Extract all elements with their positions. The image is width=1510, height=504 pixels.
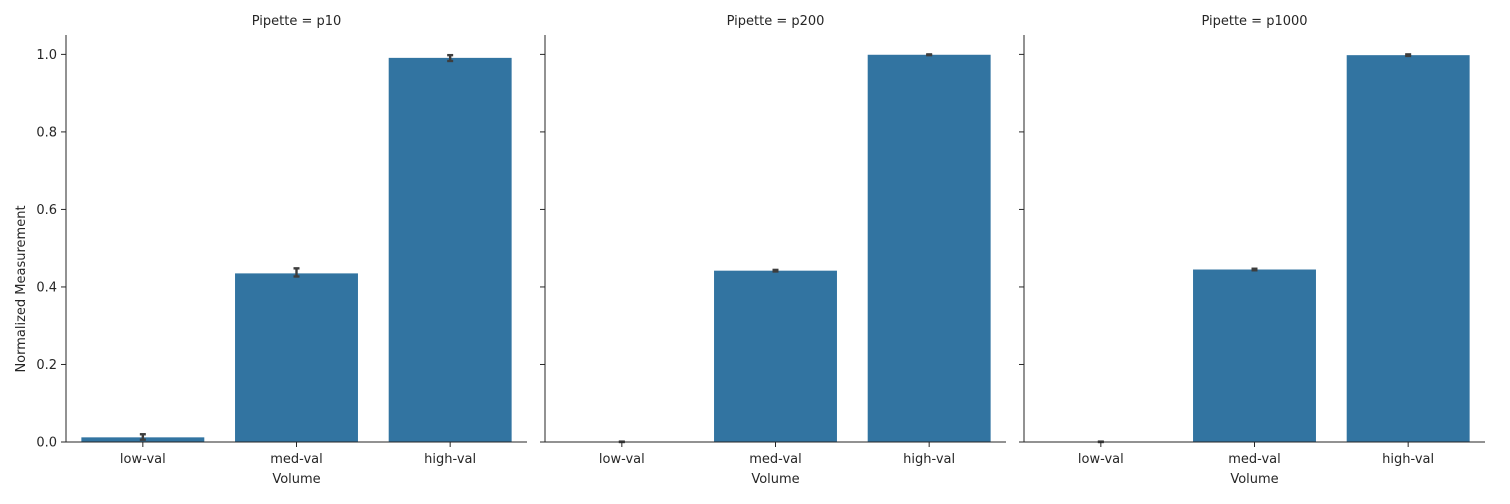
bar-med-val xyxy=(1193,269,1316,442)
x-axis-title: Volume xyxy=(272,472,320,487)
panel-title: Pipette = p10 xyxy=(252,14,342,29)
x-tick-label: med-val xyxy=(1228,452,1281,467)
panel-1: Pipette = p10 low-val med-val high-val 0.0 0.… xyxy=(36,14,527,487)
panel-title: Pipette = p200 xyxy=(727,14,825,29)
panel-3: Pipette = p1000 low-val med-val high-val Vol… xyxy=(1019,14,1485,487)
y-tick-label: 0.4 xyxy=(36,280,57,295)
x-tick-label: low-val xyxy=(599,452,645,467)
y-tick-label: 1.0 xyxy=(36,48,57,63)
bar-high-val xyxy=(867,54,991,443)
bar-med-val xyxy=(714,270,837,442)
x-axis-title: Volume xyxy=(751,472,799,487)
y-tick-label: 0.6 xyxy=(36,203,57,218)
y-axis-title: Normalized Measurement xyxy=(14,205,29,372)
x-tick-label: med-val xyxy=(270,452,323,467)
y-tick-label: 0.8 xyxy=(36,125,57,140)
x-axis-title: Volume xyxy=(1230,472,1278,487)
y-tick-label: 0.0 xyxy=(36,436,57,451)
bar-med-val xyxy=(235,273,358,442)
x-tick-label: med-val xyxy=(749,452,802,467)
x-tick-label: high-val xyxy=(424,452,476,467)
y-tick-label: 0.2 xyxy=(36,358,57,373)
x-tick-label: high-val xyxy=(1382,452,1434,467)
panels: Pipette = p10 low-val med-val high-val 0.0 0.… xyxy=(36,14,1485,487)
bar-high-val xyxy=(388,57,512,443)
x-tick-label: low-val xyxy=(120,452,166,467)
y-axis-title-group: Normalized Measurement xyxy=(14,205,29,372)
bar-high-val xyxy=(1346,55,1470,442)
panel-title: Pipette = p1000 xyxy=(1201,14,1307,29)
x-tick-label: high-val xyxy=(903,452,955,467)
x-tick-label: low-val xyxy=(1078,452,1124,467)
panel-2: Pipette = p200 low-val med-val high-val Volu… xyxy=(540,14,1006,487)
